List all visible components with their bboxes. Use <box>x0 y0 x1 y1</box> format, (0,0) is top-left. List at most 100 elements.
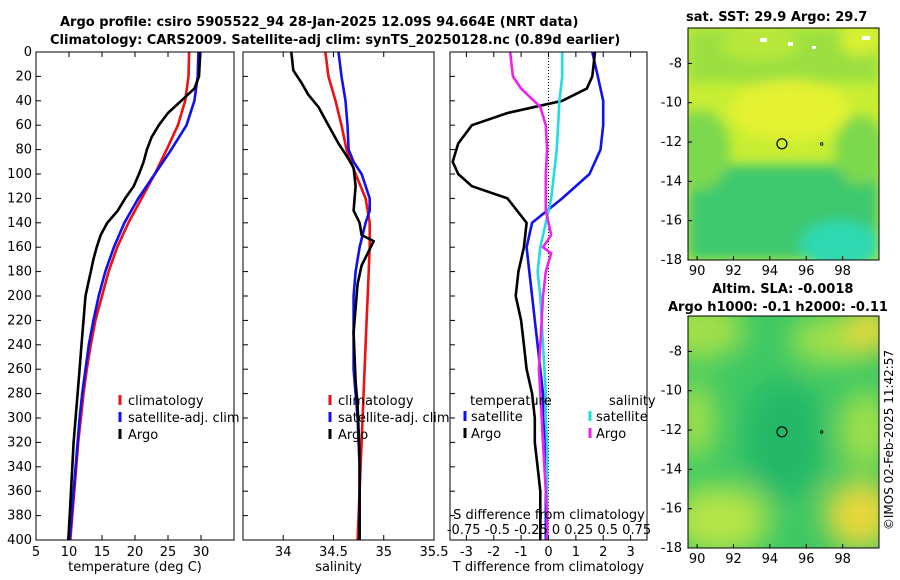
salinity-xtick-label: 35 <box>375 545 392 560</box>
difference-xtick-label: -3 <box>460 545 473 560</box>
salinity-series-climatology <box>324 51 372 541</box>
sla_map-xtick-label: 96 <box>798 552 815 567</box>
sla_map-xtick-label: 92 <box>725 552 742 567</box>
salinity-xlabel: salinity <box>315 560 362 575</box>
depth-tick-label: 300 <box>7 411 32 426</box>
salinity-axis-title: S difference from climatology <box>453 508 645 523</box>
difference-xtick-label: 1 <box>572 545 580 560</box>
difference-xtick-label: 2 <box>599 545 607 560</box>
difference-legend-label: satellite <box>596 410 648 425</box>
difference-legend-label: Argo <box>471 427 501 442</box>
sla_map-xtick-label: 98 <box>834 552 851 567</box>
sla_map-ytick-label: -18 <box>661 541 682 556</box>
sla_map-ytick-label: -14 <box>661 462 682 477</box>
temperature-axes-frame <box>35 51 235 541</box>
difference-legend-label: Argo <box>596 427 626 442</box>
difference-xtick-label: 0 <box>544 545 552 560</box>
sst_map-xtick-label: 96 <box>798 264 815 279</box>
sla_map-ytick-label: -16 <box>661 502 682 517</box>
depth-tick-label: 160 <box>7 240 32 255</box>
argo-float-marker <box>776 138 788 150</box>
difference-xtick-label: -1 <box>515 545 528 560</box>
sla_map-ytick-label: -10 <box>661 384 682 399</box>
temperature-legend-label: Argo <box>128 428 158 443</box>
sst_map-ytick-label: -16 <box>661 214 682 229</box>
title-line-1: Argo profile: csiro 5905522_94 28-Jan-20… <box>60 15 579 30</box>
island-marker <box>820 430 824 434</box>
sst_map-xtick-label: 92 <box>725 264 742 279</box>
temperature-xtick-label: 20 <box>127 545 144 560</box>
difference-xlabel: T difference from climatology <box>452 560 645 575</box>
salinity-xtick-label: 34.5 <box>319 545 348 560</box>
sla-map <box>687 315 880 549</box>
salinity-series-satellite-adj-clim <box>337 51 372 540</box>
depth-tick-label: 260 <box>7 362 32 377</box>
depth-tick-label: 200 <box>7 289 32 304</box>
salinity-legend-label: climatology <box>338 394 414 409</box>
depth-tick-label: 400 <box>7 533 32 548</box>
temperature-series-argo <box>67 51 202 541</box>
sst_map-xtick-label: 94 <box>762 264 779 279</box>
temperature-xlabel: temperature (deg C) <box>68 560 202 575</box>
sst_map-ytick-label: -14 <box>661 174 682 189</box>
sst-map <box>687 27 880 261</box>
salinity-axes-frame <box>242 51 435 541</box>
sla_map-ytick-label: -8 <box>669 344 682 359</box>
temperature-xtick-label: 30 <box>193 545 210 560</box>
sst_map-ytick-label: -12 <box>661 135 682 150</box>
depth-tick-label: 380 <box>7 509 32 524</box>
depth-tick-label: 100 <box>7 167 32 182</box>
sst_map-ytick-label: -8 <box>669 56 682 71</box>
salinity-panel: 34 34.5 35 35.5 salinity climatology satellite… <box>242 51 450 575</box>
depth-tick-label: 140 <box>7 216 32 231</box>
difference-xtick-label: -2 <box>487 545 500 560</box>
salinity-axis-ticks: -0.75 -0.5 -0.25 0 0.25 0.5 0.75 <box>447 523 651 538</box>
salinity-xtick-label: 34 <box>275 545 292 560</box>
difference-series-salinity-satellite <box>536 52 564 540</box>
difference-legend-title-salinity: salinity <box>609 394 656 409</box>
salinity-legend-label: Argo <box>338 428 368 443</box>
salinity-series-argo <box>290 51 376 540</box>
temperature-series-climatology <box>69 51 191 541</box>
sst-map-title: sat. SST: 29.9 Argo: 29.7 <box>686 10 868 25</box>
depth-tick-label: 80 <box>15 143 32 158</box>
depth-tick-label: 120 <box>7 191 32 206</box>
sst_map-axes: 90 92 94 96 98 -8 -10 -12 -14 -16 -18 <box>661 56 851 279</box>
depth-tick-label: 360 <box>7 484 32 499</box>
depth-tick-label: 320 <box>7 435 32 450</box>
depth-tick-label: 60 <box>15 118 32 133</box>
temperature-xtick-label: 15 <box>94 545 111 560</box>
difference-series-salinity-argo <box>508 51 553 540</box>
depth-tick-label: 220 <box>7 313 32 328</box>
depth-tick-label: 280 <box>7 387 32 402</box>
depth-tick-label: 340 <box>7 460 32 475</box>
temperature-legend-label: satellite-adj. clim <box>128 411 240 426</box>
title-line-2: Climatology: CARS2009. Satellite-adj cli… <box>50 33 621 48</box>
sla_map-xtick-label: 94 <box>762 552 779 567</box>
temperature-xtick-label: 25 <box>160 545 177 560</box>
sst_map-ytick-label: -18 <box>661 253 682 268</box>
salinity-xtick-label: 35.5 <box>420 545 449 560</box>
temperature-legend-label: climatology <box>128 394 204 409</box>
sst_map-xtick-label: 98 <box>834 264 851 279</box>
sla_map-axes: 90 92 94 96 98 -8 -10 -12 -14 -16 -18 <box>661 344 851 567</box>
temperature-xtick-label: 5 <box>32 545 40 560</box>
depth-tick-label: 240 <box>7 338 32 353</box>
sst_map-ytick-label: -10 <box>661 96 682 111</box>
argo-float-marker <box>776 426 788 438</box>
depth-tick-label: 180 <box>7 265 32 280</box>
difference-panel: -3 -2 -1 0 1 2 3T difference from climatology t… <box>447 51 656 575</box>
difference-xtick-label: 3 <box>626 545 634 560</box>
watermark-timestamp: ©IMOS 02-Feb-2025 11:42:57 <box>882 350 896 530</box>
sla-map-title-1: Altim. SLA: -0.0018 <box>712 282 854 297</box>
sla-map-title-2: Argo h1000: -0.1 h2000: -0.11 <box>668 300 888 315</box>
sla_map-ytick-label: -12 <box>661 423 682 438</box>
depth-tick-label: 40 <box>15 94 32 109</box>
difference-legend-label: satellite <box>471 410 523 425</box>
depth-tick-label: 20 <box>15 69 32 84</box>
sla_map-xtick-label: 90 <box>689 552 706 567</box>
difference-series-temperature-argo <box>451 51 597 540</box>
depth-tick-label: 0 <box>24 45 32 60</box>
